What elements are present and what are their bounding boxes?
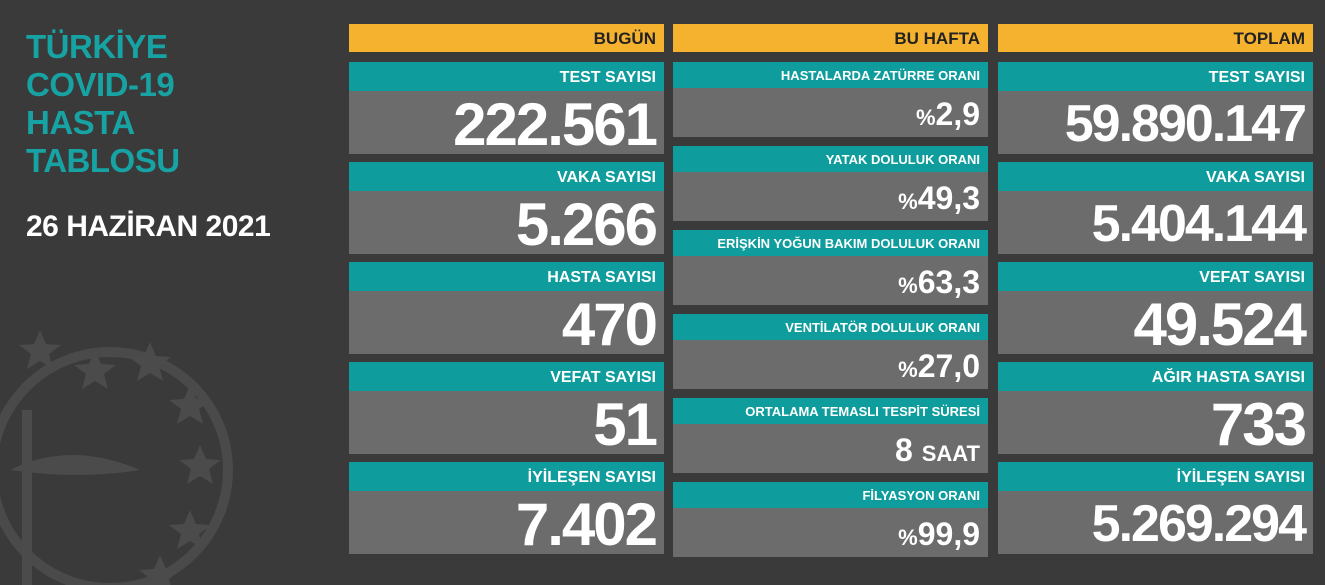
card-value: %63,3 — [673, 256, 988, 305]
column-header: BUGÜN — [349, 24, 664, 52]
stat-card: VENTİLATÖR DOLULUK ORANI %27,0 — [673, 314, 988, 389]
value-number: 49,3 — [917, 180, 980, 216]
stat-card: ORTALAMA TEMASLI TESPİT SÜRESİ 8 SAAT — [673, 398, 988, 473]
value-number: 51 — [593, 391, 658, 458]
card-value: 51 — [349, 391, 664, 458]
value-number: 27,0 — [917, 348, 980, 384]
card-value: 49.524 — [998, 291, 1313, 358]
card-label: TEST SAYISI — [349, 62, 664, 91]
stat-card: VAKA SAYISI 5.266 — [349, 162, 664, 258]
card-label: VEFAT SAYISI — [349, 362, 664, 391]
stat-card: YATAK DOLULUK ORANI %49,3 — [673, 146, 988, 221]
value-suffix: SAAT — [921, 441, 980, 466]
card-label: ORTALAMA TEMASLI TESPİT SÜRESİ — [673, 398, 988, 424]
stat-card: VEFAT SAYISI 51 — [349, 362, 664, 458]
value-number: 8 — [895, 432, 913, 468]
stat-card: AĞIR HASTA SAYISI 733 — [998, 362, 1313, 458]
value-prefix: % — [915, 105, 936, 130]
value-prefix: % — [898, 357, 918, 382]
card-label: HASTA SAYISI — [349, 262, 664, 291]
value-number: 63,3 — [917, 264, 980, 300]
value-number: 2,9 — [935, 96, 980, 132]
date: 26 HAZİRAN 2021 — [26, 210, 271, 243]
value-number: 5.266 — [515, 191, 658, 258]
value-number: 222.561 — [453, 91, 658, 158]
card-label: ERİŞKİN YOĞUN BAKIM DOLULUK ORANI — [673, 230, 988, 256]
card-value: %99,9 — [673, 508, 988, 557]
stat-card: ERİŞKİN YOĞUN BAKIM DOLULUK ORANI %63,3 — [673, 230, 988, 305]
card-value: 59.890.147 — [998, 91, 1313, 154]
card-label: İYİLEŞEN SAYISI — [998, 462, 1313, 491]
stat-card: HASTALARDA ZATÜRRE ORANI %2,9 — [673, 62, 988, 137]
card-label: VAKA SAYISI — [998, 162, 1313, 191]
value-number: 59.890.147 — [1064, 95, 1307, 153]
emblem — [0, 330, 233, 585]
stat-card: HASTA SAYISI 470 — [349, 262, 664, 358]
card-value: 470 — [349, 291, 664, 358]
stat-card: İYİLEŞEN SAYISI 7.402 — [349, 462, 664, 558]
card-value: %49,3 — [673, 172, 988, 221]
value-number: 49.524 — [1133, 291, 1307, 358]
value-number: 470 — [561, 291, 658, 358]
card-value: %27,0 — [673, 340, 988, 389]
card-value: 5.266 — [349, 191, 664, 258]
value-number: 99,9 — [917, 516, 980, 552]
card-label: AĞIR HASTA SAYISI — [998, 362, 1313, 391]
title-line: TÜRKİYE — [26, 28, 168, 65]
value-prefix: % — [898, 273, 918, 298]
card-value: 8 SAAT — [673, 424, 988, 473]
card-label: İYİLEŞEN SAYISI — [349, 462, 664, 491]
stat-card: TEST SAYISI 222.561 — [349, 62, 664, 158]
card-value: 5.269.294 — [998, 491, 1313, 554]
card-label: FİLYASYON ORANI — [673, 482, 988, 508]
card-label: HASTALARDA ZATÜRRE ORANI — [673, 62, 988, 88]
title-line: HASTA — [26, 104, 135, 141]
value-number: 7.402 — [515, 491, 658, 558]
title-line: COVID-19 — [26, 66, 175, 103]
value-prefix: % — [898, 189, 918, 214]
column-header: BU HAFTA — [673, 24, 988, 52]
stat-card: TEST SAYISI 59.890.147 — [998, 62, 1313, 154]
card-value: 5.404.144 — [998, 191, 1313, 254]
value-number: 733 — [1210, 391, 1307, 458]
card-label: VENTİLATÖR DOLULUK ORANI — [673, 314, 988, 340]
card-value: 222.561 — [349, 91, 664, 158]
stat-card: VAKA SAYISI 5.404.144 — [998, 162, 1313, 254]
card-value: %2,9 — [673, 88, 988, 137]
card-label: TEST SAYISI — [998, 62, 1313, 91]
stat-card: İYİLEŞEN SAYISI 5.269.294 — [998, 462, 1313, 554]
card-label: VAKA SAYISI — [349, 162, 664, 191]
card-value: 733 — [998, 391, 1313, 458]
card-label: VEFAT SAYISI — [998, 262, 1313, 291]
column-header: TOPLAM — [998, 24, 1313, 52]
stat-card: VEFAT SAYISI 49.524 — [998, 262, 1313, 358]
stat-card: FİLYASYON ORANI %99,9 — [673, 482, 988, 557]
value-number: 5.404.144 — [1091, 195, 1307, 253]
value-prefix: % — [898, 525, 918, 550]
card-label: YATAK DOLULUK ORANI — [673, 146, 988, 172]
card-value: 7.402 — [349, 491, 664, 558]
title-line: TABLOSU — [26, 142, 180, 179]
value-number: 5.269.294 — [1091, 495, 1307, 553]
